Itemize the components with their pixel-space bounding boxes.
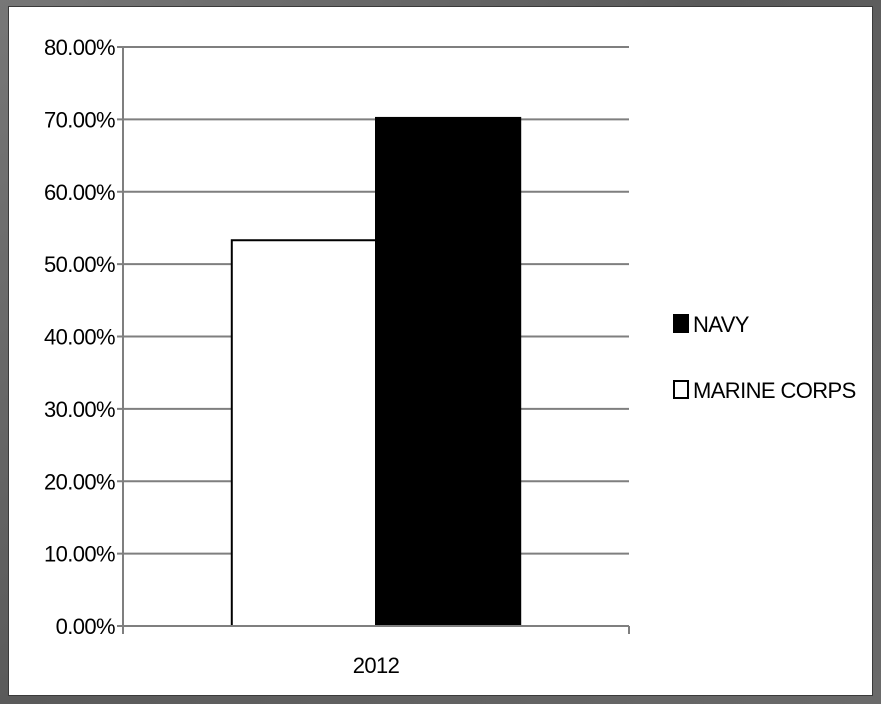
- bar-marine-corps-2012: [230, 239, 377, 628]
- y-tick-label: 20.00%: [44, 469, 115, 494]
- bars: [230, 116, 522, 628]
- y-tick-label: 30.00%: [44, 397, 115, 422]
- y-tick-label: 50.00%: [44, 252, 115, 277]
- legend-swatch-navy: [673, 314, 689, 333]
- y-tick-label: 60.00%: [44, 180, 115, 205]
- legend: NAVY MARINE CORPS: [673, 312, 856, 403]
- y-tick-label: 70.00%: [44, 107, 115, 132]
- y-tick-label: 40.00%: [44, 325, 115, 350]
- tick-labels: 0.00% 10.00% 20.00% 30.00% 40.00% 50.00% 60.00…: [44, 35, 400, 678]
- x-category-label: 2012: [353, 653, 400, 678]
- y-tick-label: 80.00%: [44, 35, 115, 60]
- legend-label-marine-corps: MARINE CORPS: [693, 378, 856, 403]
- legend-label-navy: NAVY: [693, 312, 750, 337]
- legend-swatch-marine-corps: [673, 380, 689, 399]
- axes: [117, 46, 630, 634]
- y-tick-label: 10.00%: [44, 542, 115, 567]
- y-tick-label: 0.00%: [56, 614, 115, 639]
- chart-panel: 0.00% 10.00% 20.00% 30.00% 40.00% 50.00% 60.00…: [8, 6, 873, 696]
- bar-chart: 0.00% 10.00% 20.00% 30.00% 40.00% 50.00% 60.00…: [44, 35, 856, 678]
- bar-navy-2012: [375, 116, 522, 628]
